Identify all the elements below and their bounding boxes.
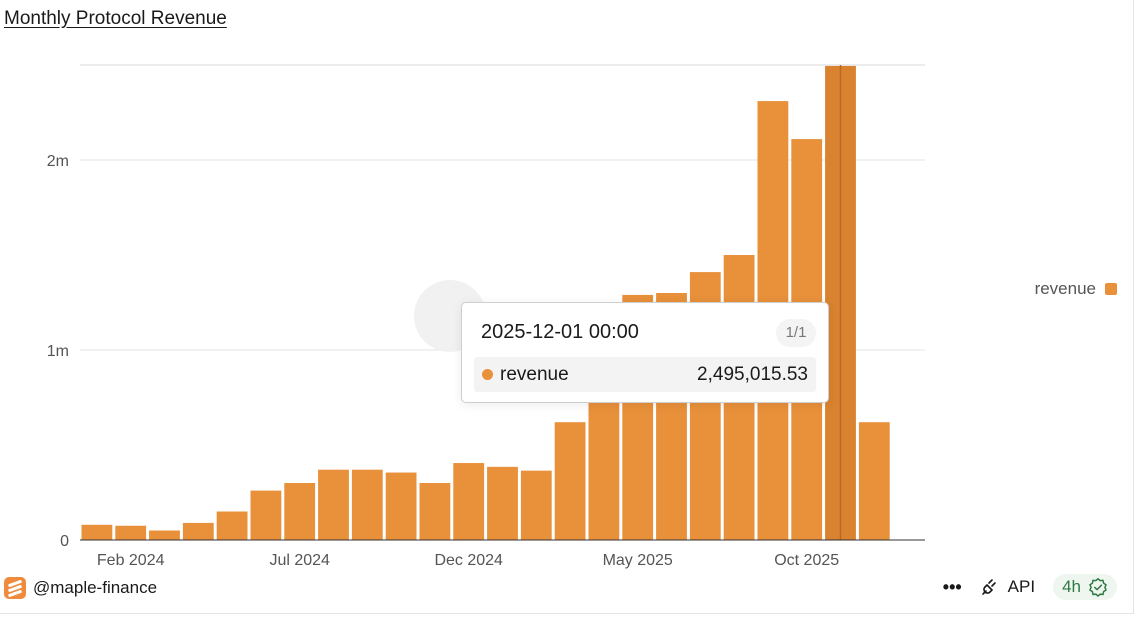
tooltip-series-dot <box>482 369 493 380</box>
bar[interactable] <box>149 530 180 541</box>
api-button[interactable]: API <box>980 577 1035 597</box>
footer-actions: ••• API 4h <box>943 574 1117 600</box>
author-handle[interactable]: @maple-finance <box>33 578 158 597</box>
tooltip-title: 2025-12-01 00:00 <box>481 321 639 343</box>
maple-logo-icon <box>4 577 26 599</box>
bar[interactable] <box>554 422 586 540</box>
y-tick-label: 2m <box>47 153 69 170</box>
tooltip-series-name: revenue <box>500 363 569 385</box>
y-tick-label: 1m <box>47 343 69 360</box>
chart-tooltip: 2025-12-01 00:00 1/1 revenue 2,495,015.5… <box>461 302 829 403</box>
bar[interactable] <box>487 466 518 540</box>
x-tick-label: Feb 2024 <box>97 552 165 569</box>
check-badge-icon <box>1089 577 1107 597</box>
more-options-button[interactable]: ••• <box>942 576 962 597</box>
bar[interactable] <box>115 525 147 540</box>
bar[interactable] <box>588 391 620 540</box>
bar[interactable] <box>520 470 552 540</box>
bar[interactable] <box>81 524 113 540</box>
refresh-label: 4h <box>1062 577 1081 596</box>
footer-author[interactable]: @maple-finance <box>4 577 157 599</box>
tooltip-row: revenue 2,495,015.53 <box>474 357 816 392</box>
tooltip-value: 2,495,015.53 <box>697 363 808 385</box>
bar[interactable] <box>385 472 417 540</box>
bar[interactable] <box>250 490 282 540</box>
legend-swatch <box>1105 283 1117 295</box>
x-tick-label: Jul 2024 <box>269 552 330 569</box>
bar[interactable] <box>453 463 485 540</box>
api-label: API <box>1007 577 1036 596</box>
legend-label: revenue <box>1034 279 1096 298</box>
refresh-status-badge[interactable]: 4h <box>1053 574 1117 600</box>
bar[interactable] <box>419 483 451 540</box>
bar[interactable] <box>858 422 890 540</box>
x-tick-label: Oct 2025 <box>774 552 839 569</box>
chart-title[interactable]: Monthly Protocol Revenue <box>4 8 227 29</box>
x-tick-label: Dec 2024 <box>434 552 503 569</box>
x-tick-label: May 2025 <box>603 552 673 569</box>
tooltip-page-indicator: 1/1 <box>776 319 816 347</box>
bar[interactable] <box>284 483 316 540</box>
bar[interactable] <box>216 511 248 541</box>
legend[interactable]: revenue <box>1035 279 1117 299</box>
plug-icon <box>981 579 996 595</box>
bar[interactable] <box>318 469 349 540</box>
y-tick-label: 0 <box>60 533 69 550</box>
bar[interactable] <box>351 469 383 540</box>
bar[interactable] <box>182 522 214 540</box>
